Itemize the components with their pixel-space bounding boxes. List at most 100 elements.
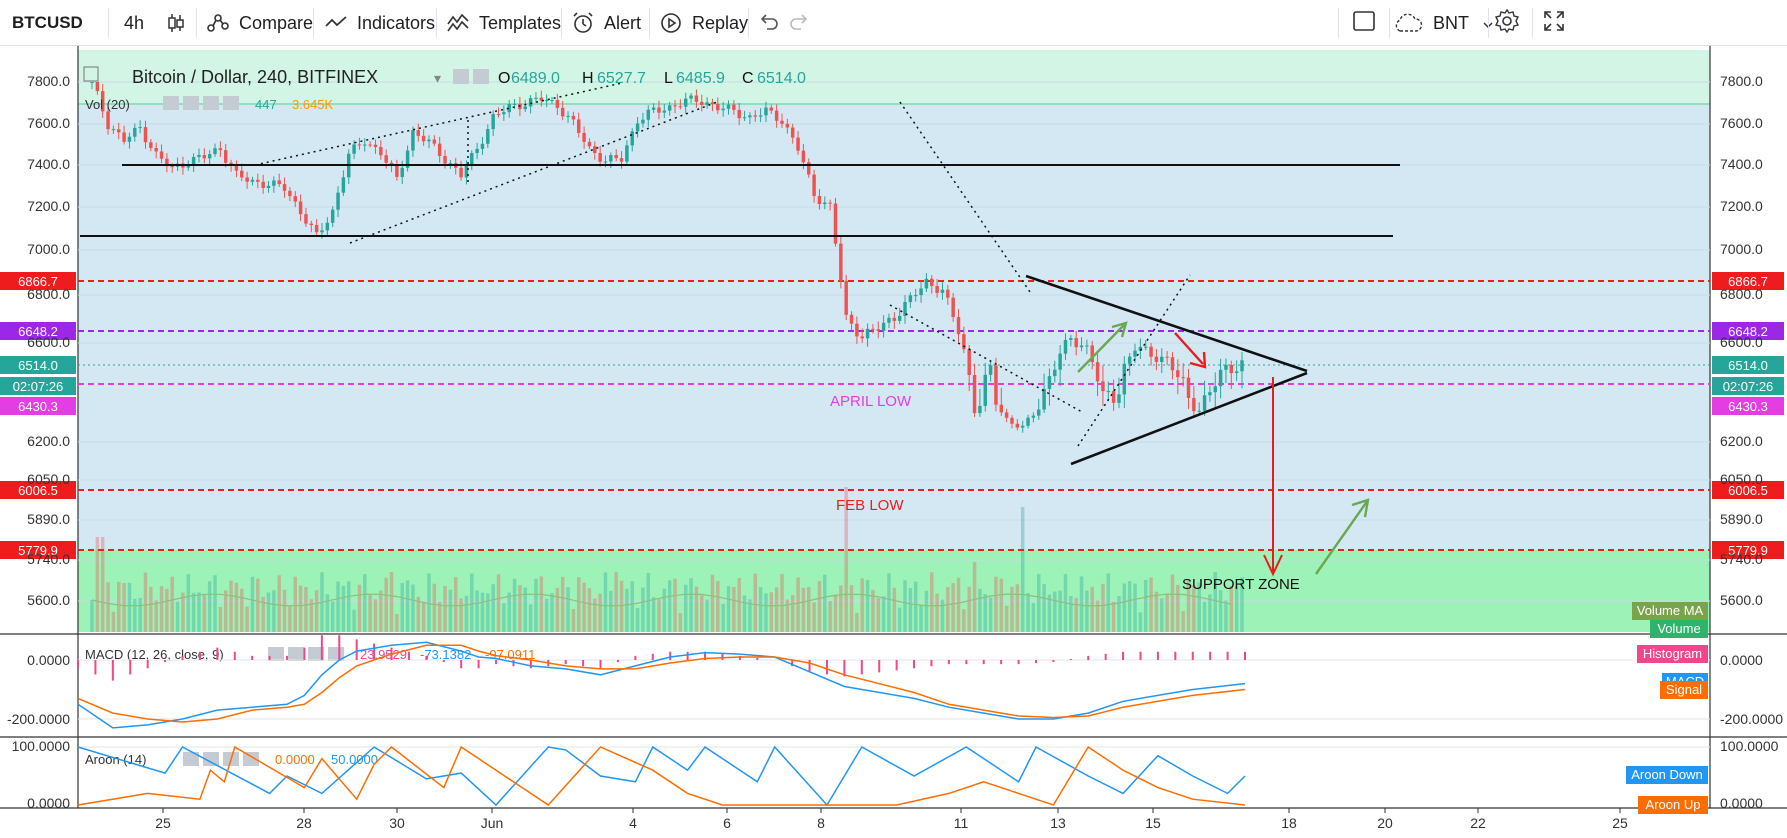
volume-bar [143, 572, 148, 632]
candle-body [828, 202, 832, 204]
close-icon[interactable] [243, 752, 259, 766]
candle-body [277, 180, 281, 185]
price-tick-label-left: 7800.0 [27, 73, 70, 89]
volume-bar [721, 603, 725, 632]
candle-body [967, 349, 971, 376]
gear-icon[interactable] [183, 96, 199, 110]
candle-body [1031, 415, 1036, 418]
volume-bar [341, 585, 346, 632]
volume-bar [930, 572, 934, 632]
close-icon[interactable] [223, 96, 239, 110]
signal-button[interactable] [1660, 681, 1708, 699]
aroon-up-button[interactable] [1638, 796, 1708, 814]
price-tag-right [1712, 481, 1784, 499]
square-button[interactable] [1352, 0, 1376, 46]
candle-body [1186, 377, 1191, 399]
chevron-down-icon[interactable]: ▾ [434, 70, 441, 86]
volume-bar [1197, 582, 1201, 632]
alert-label: Alert [604, 12, 642, 33]
candle-body [694, 95, 699, 102]
histogram-button[interactable] [1637, 645, 1708, 663]
candle-body [363, 144, 367, 146]
candle-body [587, 141, 592, 147]
candle-body [149, 142, 153, 149]
volume-ma-button[interactable] [1632, 602, 1708, 620]
price-tag-right [1712, 397, 1784, 415]
eye-icon[interactable] [183, 752, 199, 766]
wedge-line-right[interactable] [1077, 274, 1191, 447]
time-axis[interactable]: 25 28 30 Jun 4 6 8 11 13 15 18 20 22 25 [155, 808, 1628, 831]
candle-body [978, 405, 982, 414]
volume-bar [347, 581, 351, 632]
candle-body [133, 127, 137, 137]
candle-body [972, 375, 977, 414]
indicators-button[interactable]: Indicators [324, 0, 435, 46]
volume-bar [122, 583, 126, 632]
eye-icon[interactable] [268, 647, 284, 661]
triangle-lower[interactable] [1070, 371, 1308, 466]
settings-icon[interactable] [203, 96, 219, 110]
templates-button[interactable]: Templates [446, 0, 561, 46]
candle-body [309, 223, 314, 226]
redo-icon [788, 11, 810, 36]
volume-bar [470, 573, 474, 632]
indicators-label: Indicators [357, 12, 436, 33]
aroon-down-button[interactable] [1626, 766, 1708, 784]
volume-bar [571, 608, 576, 632]
candle-body [272, 180, 276, 186]
candle-body [1208, 392, 1212, 396]
eye-icon[interactable] [453, 69, 469, 84]
volume-bar [972, 562, 977, 632]
candle-body [1213, 386, 1217, 393]
symbol-search[interactable]: BTCUSD [12, 0, 83, 46]
settings-button[interactable] [1494, 0, 1520, 46]
volume-bar [1095, 600, 1100, 632]
price-tag-left-label: 6866.7 [18, 274, 58, 289]
undo-button[interactable] [758, 0, 780, 46]
candle-body [871, 328, 875, 330]
volume-bar [946, 587, 950, 632]
price-axis[interactable]: 7800.0 7800.0 7600.0 7600.0 7400.0 7400.0 7200… [27, 73, 1763, 608]
redo-button[interactable] [788, 0, 810, 46]
rally-arrow-head [1111, 321, 1128, 338]
chart-type-button[interactable] [166, 0, 195, 46]
candle-body [651, 107, 656, 110]
layout-button[interactable]: BNT [1392, 0, 1493, 46]
candle-body [732, 104, 736, 110]
volume-bar [1090, 586, 1094, 632]
gear-icon[interactable] [203, 752, 219, 766]
gear-icon[interactable] [288, 647, 304, 661]
fullscreen-button[interactable] [1543, 0, 1565, 46]
series-title: Bitcoin / Dollar, 240, BITFINEX [132, 67, 378, 87]
trend-line-dotted[interactable] [899, 101, 1031, 293]
candle-body [207, 154, 212, 159]
candle-body [790, 127, 795, 138]
interval-button[interactable]: 4h [124, 0, 144, 46]
candle-body [539, 97, 544, 101]
candle-body [849, 314, 854, 324]
time-tick-label: 15 [1145, 815, 1161, 831]
settings-icon[interactable] [308, 647, 324, 661]
volume-bar [234, 582, 239, 632]
collapse-legend-icon[interactable] [83, 66, 99, 82]
channel-line-upper[interactable] [254, 82, 623, 166]
volume-bar [1170, 574, 1175, 632]
price-tag-left [0, 481, 76, 499]
triangle-upper[interactable] [1025, 274, 1308, 373]
volume-bar [839, 585, 843, 632]
volume-button[interactable] [1650, 620, 1708, 638]
eye-icon[interactable] [163, 96, 179, 110]
candle-body [256, 179, 260, 182]
compare-button[interactable]: Compare [206, 0, 313, 46]
volume-bar [774, 587, 779, 632]
candle-body [384, 155, 388, 163]
volume-bar [1031, 603, 1036, 632]
gear-icon[interactable] [473, 69, 489, 84]
chart-area[interactable]: 6866.7 6866.7 6648.2 6648.2 6514.0 6514.0 02:0… [0, 46, 1787, 838]
close-label: C [742, 70, 754, 87]
volume-bar [1149, 577, 1153, 632]
replay-button[interactable]: Replay [659, 0, 748, 46]
alert-button[interactable]: Alert [571, 0, 641, 46]
candle-body [1154, 356, 1159, 362]
wedge-line-lower[interactable] [889, 304, 1083, 413]
